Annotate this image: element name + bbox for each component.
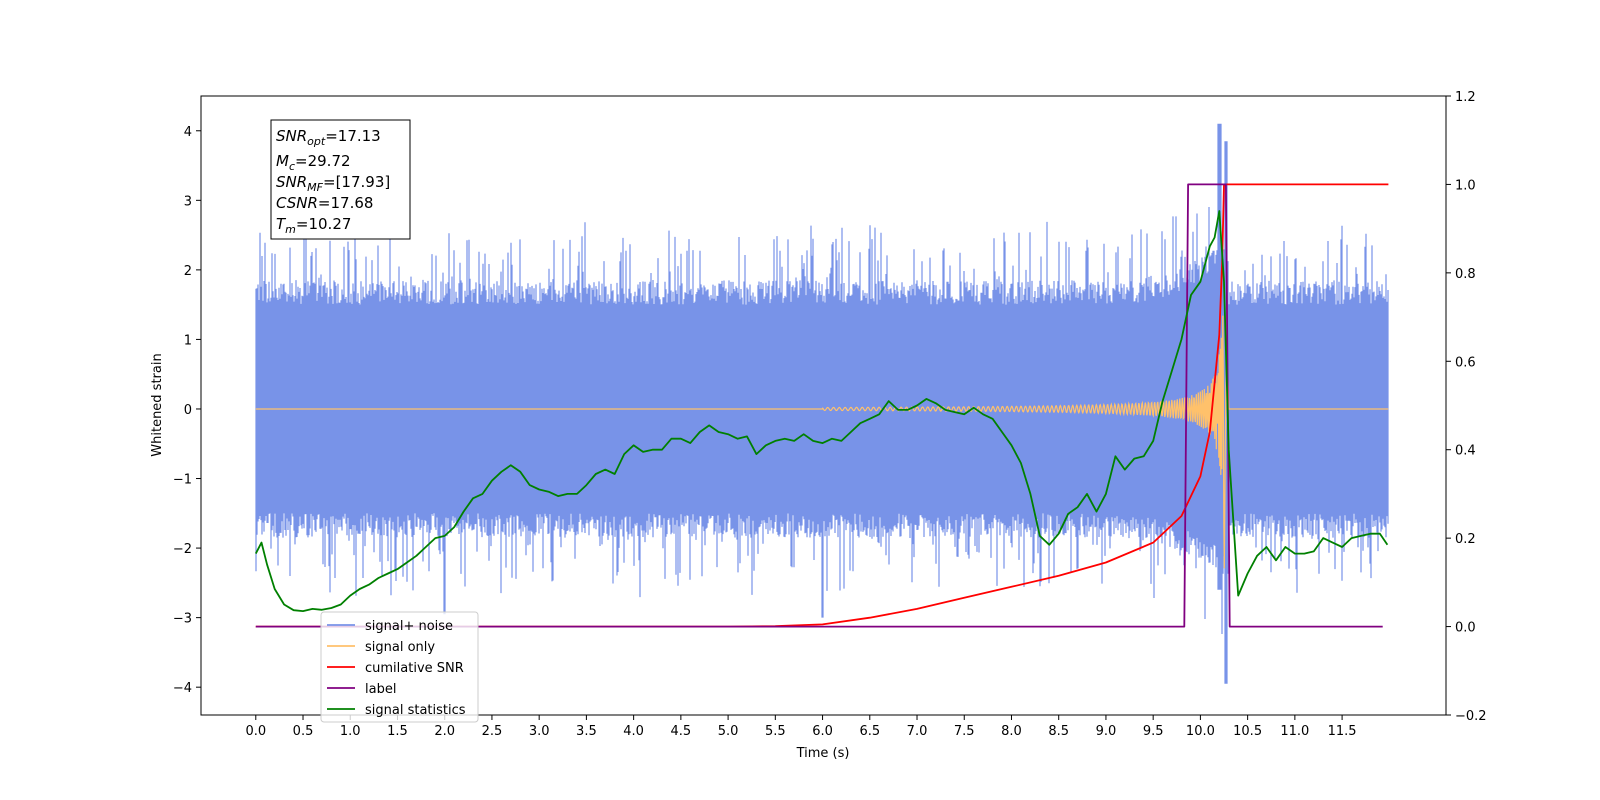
y2-tick-label: 0.8	[1455, 267, 1476, 282]
x-tick-label: 3.0	[529, 724, 550, 739]
signal-only-line	[255, 315, 1389, 569]
y2-tick-label: 0.6	[1455, 355, 1476, 370]
x-tick-label: 8.0	[1001, 724, 1022, 739]
y-tick-label: 1	[184, 333, 192, 348]
plot-frame	[200, 95, 1447, 716]
x-tick-label: 5.0	[718, 724, 739, 739]
annotation-frame	[270, 119, 411, 240]
y2-tick-label: 0.0	[1455, 621, 1476, 636]
y2-tick-label: 0.4	[1455, 444, 1476, 459]
y-tick-label: −1	[173, 473, 192, 488]
x-tick-label: 1.0	[340, 724, 361, 739]
x-tick-label: 2.0	[434, 724, 455, 739]
x-tick-label: 9.5	[1143, 724, 1164, 739]
x-tick-label: 9.0	[1096, 724, 1117, 739]
y-axis-left: 4 3 2 1 0 −1 −2 −3 −4	[173, 125, 201, 696]
annotation-csnr: CSNR=17.68	[276, 194, 373, 212]
x-tick-label: 5.5	[765, 724, 786, 739]
x-tick-label: 6.5	[859, 724, 880, 739]
legend-label: signal+ noise	[365, 619, 453, 634]
cumilative-snr-line	[255, 183, 1389, 628]
x-tick-label: 11.5	[1328, 724, 1357, 739]
x-tick-label: 4.5	[671, 724, 692, 739]
y2-tick-label: 0.2	[1455, 532, 1476, 547]
y-tick-label: 3	[184, 194, 192, 209]
x-tick-label: 7.0	[907, 724, 928, 739]
legend-label: label	[365, 682, 396, 697]
x-tick-label: 8.5	[1048, 724, 1069, 739]
y-tick-label: −4	[173, 681, 192, 696]
y2-tick-label: −0.2	[1455, 709, 1487, 724]
y-tick-label: 4	[184, 125, 192, 140]
y-tick-label: 0	[184, 403, 192, 418]
annotation-tm: Tm=10.27	[276, 215, 351, 236]
x-axis-label: Time (s)	[796, 746, 850, 761]
x-tick-label: 3.5	[576, 724, 597, 739]
signal-only-series	[255, 315, 1389, 569]
x-tick-label: 10.0	[1186, 724, 1215, 739]
x-tick-label: 2.5	[482, 724, 503, 739]
x-tick-label: 11.0	[1280, 724, 1309, 739]
legend-frame	[320, 611, 479, 723]
x-tick-label: 0.5	[293, 724, 314, 739]
annotation-snr-mf: SNRMF=[17.93]	[276, 173, 390, 194]
y-tick-label: −3	[173, 612, 192, 627]
annotation-snr-opt: SNRopt=17.13	[276, 127, 381, 148]
x-tick-label: 7.5	[954, 724, 975, 739]
label-line	[255, 183, 1383, 628]
legend-label: signal only	[365, 640, 435, 655]
x-tick-label: 4.0	[623, 724, 644, 739]
y-axis-right: 1.2 1.0 0.8 0.6 0.4 0.2 0.0 −0.2	[1446, 90, 1487, 724]
y-axis-label: Whitened strain	[150, 353, 165, 456]
signal-statistics-line	[255, 210, 1389, 612]
x-tick-label: 10.5	[1233, 724, 1262, 739]
y-tick-label: 2	[184, 264, 192, 279]
x-axis: 0.0 0.5 1.0 1.5 2.0 2.5 3.0 3.5 4.0 4.5 5.0 5.5 6.0 6…	[245, 715, 1357, 739]
y-tick-label: −2	[173, 542, 192, 557]
x-tick-label: 1.5	[387, 724, 408, 739]
x-tick-label: 6.0	[812, 724, 833, 739]
y2-tick-label: 1.0	[1455, 178, 1476, 193]
legend-label: cumilative SNR	[365, 661, 464, 676]
annotation-box: SNRopt=17.13 Mc=29.72 SNRMF=[17.93] CSNR…	[270, 119, 411, 240]
right-axis-series	[255, 183, 1389, 628]
legend-label: signal statistics	[365, 703, 466, 718]
x-tick-label: 0.0	[245, 724, 266, 739]
annotation-mc: Mc=29.72	[276, 152, 351, 173]
legend: signal+ noise signal only cumilative SNR la…	[320, 611, 479, 723]
y2-tick-label: 1.2	[1455, 90, 1476, 105]
